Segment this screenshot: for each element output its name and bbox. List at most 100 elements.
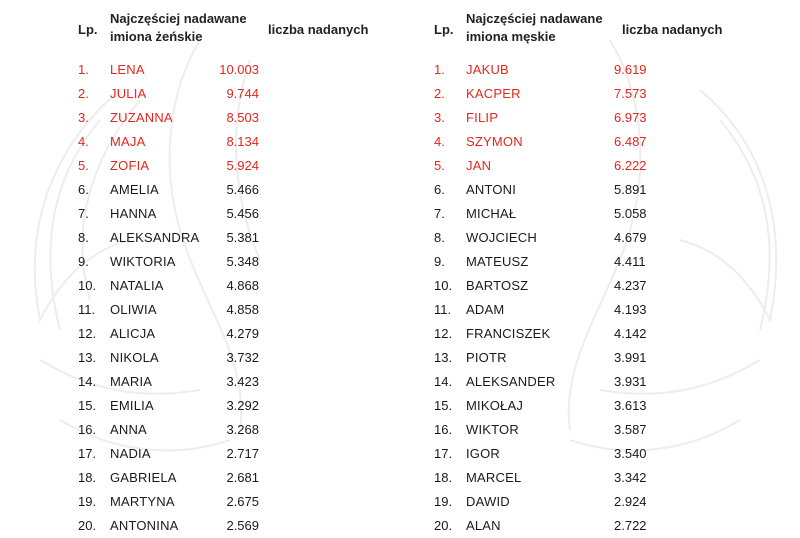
cell-lp: 14. [434,374,453,389]
cell-lp: 5. [434,158,445,173]
cell-count: 3.268 [226,422,259,437]
cell-lp: 14. [78,374,97,389]
cell-count: 5.466 [226,182,259,197]
cell-name: ZUZANNA [110,110,173,125]
cell-lp: 9. [434,254,445,269]
cell-count: 10.003 [219,62,259,77]
cell-name: AMELIA [110,182,159,197]
cell-lp: 2. [78,86,89,101]
cell-lp: 19. [78,494,97,509]
header-name-line2: imiona żeńskie [110,29,203,44]
cell-lp: 20. [78,518,97,533]
cell-lp: 11. [434,302,452,317]
cell-count: 3.292 [226,398,259,413]
cell-name: PIOTR [466,350,507,365]
header-name-line1: Najczęściej nadawane [466,11,603,26]
cell-name: LENA [110,62,145,77]
table-row: 4. SZYMON 6.487 [434,130,764,154]
cell-lp: 5. [78,158,89,173]
cell-lp: 18. [78,470,97,485]
cell-count: 5.381 [226,230,259,245]
cell-lp: 17. [78,446,97,461]
header-name-line2: imiona męskie [466,29,556,44]
cell-name: ALEKSANDRA [110,230,200,245]
table-row: 7. HANNA 5.456 [78,202,408,226]
cell-name: ALAN [466,518,501,533]
cell-name: ALICJA [110,326,156,341]
cell-lp: 11. [78,302,96,317]
table-row: 12. ALICJA 4.279 [78,322,408,346]
cell-lp: 4. [78,134,89,149]
table-row: 5. ZOFIA 5.924 [78,154,408,178]
cell-name: NATALIA [110,278,164,293]
table-row: 2. JULIA 9.744 [78,82,408,106]
header-lp: Lp. [78,22,98,37]
table-row: 16. ANNA 3.268 [78,418,408,442]
cell-count: 4.279 [226,326,259,341]
cell-name: WIKTORIA [110,254,176,269]
cell-name: MARTYNA [110,494,175,509]
cell-lp: 2. [434,86,445,101]
cell-name: FRANCISZEK [466,326,551,341]
table-row: 6. AMELIA 5.466 [78,178,408,202]
cell-name: MARIA [110,374,153,389]
male-table-header: Lp. Najczęściej nadawane imiona męskie l… [434,0,764,58]
table-row: 15. MIKOŁAJ 3.613 [434,394,764,418]
cell-lp: 12. [434,326,453,341]
cell-name: NADIA [110,446,151,461]
cell-name: IGOR [466,446,501,461]
cell-count: 8.134 [226,134,259,149]
cell-count: 2.681 [226,470,259,485]
table-row: 16. WIKTOR 3.587 [434,418,764,442]
cell-name: JAN [466,158,492,173]
cell-name: ANNA [110,422,147,437]
cell-name: ALEKSANDER [466,374,556,389]
cell-lp: 6. [434,182,445,197]
table-row: 9. MATEUSZ 4.411 [434,250,764,274]
table-row: 3. FILIP 6.973 [434,106,764,130]
table-row: 19. DAWID 2.924 [434,490,764,514]
cell-name: KACPER [466,86,521,101]
cell-count: 5.348 [226,254,259,269]
cell-name: WIKTOR [466,422,519,437]
cell-count: 5.456 [226,206,259,221]
cell-lp: 6. [78,182,89,197]
cell-name: MICHAŁ [466,206,517,221]
table-row: 20. ANTONINA 2.569 [78,514,408,538]
cell-name: HANNA [110,206,157,221]
cell-count: 9.744 [226,86,259,101]
table-row: 9. WIKTORIA 5.348 [78,250,408,274]
cell-name: MIKOŁAJ [466,398,524,413]
cell-name: ANTONINA [110,518,179,533]
table-row: 14. ALEKSANDER 3.931 [434,370,764,394]
header-lp: Lp. [434,22,454,37]
cell-lp: 20. [434,518,453,533]
cell-lp: 15. [78,398,97,413]
table-row: 11. ADAM 4.193 [434,298,764,322]
header-name-line1: Najczęściej nadawane [110,11,247,26]
cell-lp: 8. [78,230,89,245]
table-row: 6. ANTONI 5.891 [434,178,764,202]
female-table-header: Lp. Najczęściej nadawane imiona żeńskie … [78,0,408,58]
cell-lp: 9. [78,254,89,269]
header-count: liczba nadanych [268,22,369,37]
cell-name: GABRIELA [110,470,177,485]
cell-name: DAWID [466,494,510,509]
table-row: 14. MARIA 3.423 [78,370,408,394]
cell-lp: 18. [434,470,453,485]
cell-name: MARCEL [466,470,522,485]
cell-lp: 15. [434,398,453,413]
cell-count: 8.503 [226,110,259,125]
header-name: Najczęściej nadawane imiona męskie [466,10,603,46]
table-row: 10. BARTOSZ 4.237 [434,274,764,298]
cell-lp: 3. [78,110,89,125]
table-row: 12. FRANCISZEK 4.142 [434,322,764,346]
cell-lp: 7. [434,206,445,221]
table-row: 8. WOJCIECH 4.679 [434,226,764,250]
male-names-table: Lp. Najczęściej nadawane imiona męskie l… [434,0,764,533]
table-row: 18. MARCEL 3.342 [434,466,764,490]
cell-lp: 16. [434,422,453,437]
table-row: 20. ALAN 2.722 [434,514,764,538]
table-row: 8. ALEKSANDRA 5.381 [78,226,408,250]
table-row: 17. IGOR 3.540 [434,442,764,466]
